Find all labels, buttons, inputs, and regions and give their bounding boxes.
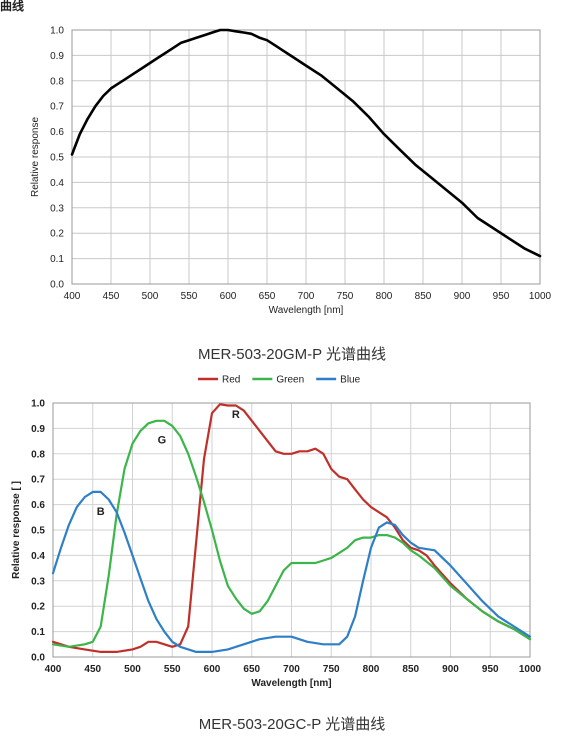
y-tick-label: 0.3 [50, 203, 64, 214]
x-tick-label: 500 [124, 664, 141, 675]
response-series-line [70, 28, 542, 258]
x-tick-label: 450 [103, 291, 120, 302]
y-tick-label: 0.9 [50, 51, 64, 62]
legend-label-red: Red [222, 375, 240, 386]
x-tick-label: 550 [164, 664, 181, 675]
plot-frame [71, 29, 541, 285]
x-tick-label: 650 [243, 664, 260, 675]
y-tick-label: 0.1 [50, 254, 64, 265]
plot-frame [52, 402, 531, 658]
y-tick-label: 0.1 [31, 627, 45, 638]
mono-spectral-chart: 400 450 500 550 600 650 700 750 800 850 900 950 1000… [30, 26, 552, 317]
x-tick-label: 550 [181, 291, 198, 302]
x-tick-label: 950 [493, 291, 510, 302]
y-tick-label: 0.4 [31, 551, 45, 562]
blue-series-line [51, 490, 532, 653]
y-tick-label: 0.0 [50, 280, 64, 291]
y-tick-label: 0.5 [50, 153, 64, 164]
x-tick-label: 900 [454, 291, 471, 302]
y-tick-label: 0.4 [50, 178, 64, 189]
x-tick-label: 750 [337, 291, 354, 302]
y-tick-label: 0.2 [50, 229, 64, 240]
y-tick-label: 0.7 [50, 102, 64, 113]
y-tick-label: 0.0 [31, 653, 45, 664]
x-tick-label: 600 [204, 664, 221, 675]
y-tick-label: 0.5 [31, 526, 45, 537]
curve-annotation-b: B [97, 506, 105, 518]
y-tick-label: 1.0 [50, 26, 64, 37]
x-tick-label: 800 [376, 291, 393, 302]
x-tick-label: 400 [45, 664, 62, 675]
color-spectral-chart: 400 450 500 550 600 650 700 750 800 850 900 950 1000… [11, 375, 542, 690]
y-tick-label: 0.8 [50, 76, 64, 87]
green-series-line [51, 419, 532, 648]
y-tick-label: 0.9 [31, 424, 45, 435]
x-tick-label: 700 [283, 664, 300, 675]
legend-label-blue: Blue [340, 375, 360, 386]
color-chart-caption: MER-503-20GC-P 光谱曲线 [198, 716, 386, 733]
y-tick-label: 0.7 [31, 475, 45, 486]
y-tick-label: 0.6 [31, 500, 45, 511]
x-tick-label: 450 [84, 664, 101, 675]
x-tick-label: 400 [64, 291, 81, 302]
mono-chart-caption: MER-503-20GM-P 光谱曲线 [197, 346, 387, 363]
y-axis-label: Relative response [30, 117, 41, 197]
x-axis-label: Wavelength [nm] [269, 305, 344, 316]
x-tick-label: 950 [482, 664, 499, 675]
x-tick-label: 500 [142, 291, 159, 302]
legend-label-green: Green [276, 375, 304, 386]
y-tick-label: 1.0 [31, 399, 45, 410]
x-tick-label: 700 [298, 291, 315, 302]
x-tick-label: 800 [363, 664, 380, 675]
x-tick-label: 850 [415, 291, 432, 302]
y-tick-label: 0.8 [31, 449, 45, 460]
x-tick-label: 900 [442, 664, 459, 675]
y-axis-label: Relative response [ ] [11, 481, 22, 579]
x-tick-label: 1000 [529, 291, 552, 302]
y-tick-label: 0.6 [50, 127, 64, 138]
red-series-line [51, 403, 532, 653]
x-tick-label: 850 [402, 664, 419, 675]
top-fragment-text: 曲线 [0, 0, 25, 13]
x-tick-label: 600 [220, 291, 237, 302]
x-axis-label: Wavelength [nm] [251, 678, 331, 689]
x-tick-label: 750 [323, 664, 340, 675]
curve-annotation-g: G [158, 435, 167, 447]
y-tick-label: 0.2 [31, 602, 45, 613]
curve-annotation-r: R [232, 409, 240, 421]
y-tick-label: 0.3 [31, 576, 45, 587]
x-tick-label: 1000 [519, 664, 542, 675]
x-tick-label: 650 [259, 291, 276, 302]
